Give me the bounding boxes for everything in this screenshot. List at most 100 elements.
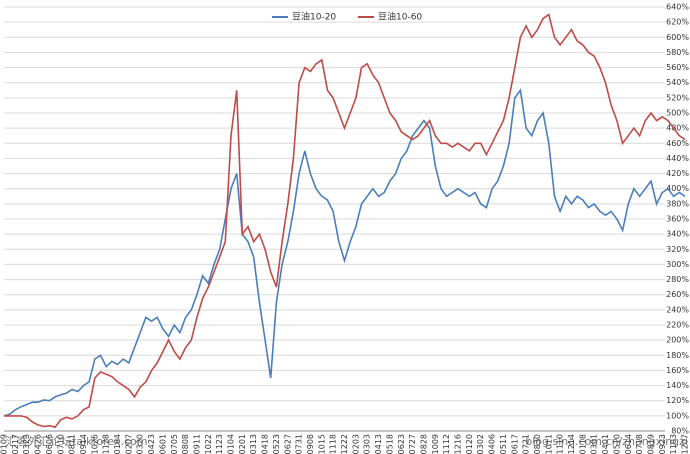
x-tick-label: 20110401	[601, 434, 610, 454]
y-tick-label: 560%	[666, 63, 689, 72]
y-tick-label: 180%	[666, 351, 689, 360]
y-tick-label: 80%	[671, 427, 689, 436]
x-tick-label: 20091216	[454, 434, 463, 454]
y-tick-label: 460%	[666, 139, 689, 148]
x-tick-label: 20111207	[681, 434, 690, 454]
y-tick-label: 120%	[666, 396, 689, 405]
x-tick-label: 20110510	[612, 434, 621, 454]
y-tick-label: 600%	[666, 33, 689, 42]
x-tick-label: 20070207	[124, 434, 133, 454]
x-tick-label: 20090413	[374, 434, 383, 454]
x-tick-label: 20100830	[533, 434, 542, 454]
watermark: 汇客外汇论坛talkforex.com	[6, 434, 147, 448]
x-tick-label: 20081015	[317, 434, 326, 454]
x-tick-label: 20060109	[0, 434, 9, 454]
y-tick-label: 280%	[666, 275, 689, 284]
y-tick-label: 440%	[666, 154, 689, 163]
x-tick-label: 20060217	[11, 434, 20, 454]
lines	[3, 13, 686, 429]
grid: 80% 100% 120% 140% 160% 180% 200% 220% 240% 260% 2…	[0, 3, 690, 454]
x-tick-label: 20090623	[397, 434, 406, 454]
x-tick-label: 20081118	[329, 434, 338, 454]
x-tick-label: 20080523	[272, 434, 281, 454]
series-line	[4, 13, 686, 429]
x-tick-label: 20090203	[351, 434, 360, 454]
x-tick-label: 20110118	[578, 434, 587, 454]
y-tick-label: 540%	[666, 78, 689, 87]
x-tick-label: 20100302	[476, 434, 485, 454]
y-tick-label: 400%	[666, 184, 689, 193]
x-tick-label: 20070320	[136, 434, 145, 454]
x-tick-label: 20080731	[295, 434, 304, 454]
x-tick-label: 20100406	[488, 434, 497, 454]
x-tick-label: 20110614	[624, 434, 633, 454]
y-tick-label: 520%	[666, 93, 689, 102]
x-tick-label: 20101110	[556, 434, 565, 454]
x-tick-label: 20091009	[431, 434, 440, 454]
x-tick-label: 20100511	[499, 434, 508, 454]
y-tick-label: 140%	[666, 381, 689, 390]
legend: 豆油10-20 豆油10-60	[272, 11, 422, 23]
series-line	[3, 88, 686, 417]
watermark: blog.sina.com.cn/zhangxingzi	[525, 435, 688, 448]
x-tick-label: 20090828	[419, 434, 428, 454]
x-tick-label: 20071022	[204, 434, 213, 454]
y-tick-label: 160%	[666, 366, 689, 375]
x-tick-label: 20070911	[192, 434, 201, 454]
y-tick-label: 240%	[666, 305, 689, 314]
y-tick-label: 620%	[666, 18, 689, 27]
x-tick-label: 20100721	[522, 434, 531, 454]
x-tick-label: 20100120	[465, 434, 474, 454]
y-tick-label: 640%	[666, 3, 689, 12]
x-tick-label: 20080201	[238, 434, 247, 454]
y-tick-label: 340%	[666, 230, 689, 239]
x-tick-label: 20060914	[79, 434, 88, 454]
y-tick-label: 420%	[666, 169, 689, 178]
x-tick-label: 20100617	[510, 434, 519, 454]
x-tick-label: 20080627	[283, 434, 292, 454]
x-tick-label: 20101011	[544, 434, 553, 454]
y-tick-label: 360%	[666, 215, 689, 224]
y-tick-label: 100%	[666, 411, 689, 420]
x-tick-label: 20060323	[22, 434, 31, 454]
x-tick-label: 20070104	[113, 434, 122, 454]
x-tick-label: 20110301	[590, 434, 599, 454]
x-tick-label: 20101214	[567, 434, 576, 454]
x-tick-label: 20110718	[635, 434, 644, 454]
x-tick-label: 20090518	[385, 434, 394, 454]
x-tick-label: 20070423	[147, 434, 156, 454]
x-tick-label: 20111103	[669, 434, 678, 454]
y-tick-label: 200%	[666, 336, 689, 345]
x-tick-label: 20080908	[306, 434, 315, 454]
x-tick-label: 20091112	[442, 434, 451, 454]
y-tick-label: 260%	[666, 290, 689, 299]
x-tick-label: 20090727	[408, 434, 417, 454]
x-tick-label: 20060710	[56, 434, 65, 454]
y-tick-label: 580%	[666, 48, 689, 57]
x-tick-label: 20070601	[158, 434, 167, 454]
y-tick-label: 300%	[666, 260, 689, 269]
x-tick-label: 20070705	[170, 434, 179, 454]
y-tick-label: 320%	[666, 245, 689, 254]
y-tick-label: 480%	[666, 124, 689, 133]
x-tick-label: 20070808	[181, 434, 190, 454]
x-tick-label: 20110819	[646, 434, 655, 454]
x-tick-label: 20090303	[363, 434, 372, 454]
x-tick-label: 20061128	[102, 434, 111, 454]
legend-label: 豆油10-60	[378, 11, 422, 23]
x-tick-label: 20060811	[68, 434, 77, 454]
x-tick-label: 20081222	[340, 434, 349, 454]
x-tick-label: 20060606	[45, 434, 54, 454]
y-tick-label: 220%	[666, 321, 689, 330]
x-tick-label: 20061025	[90, 434, 99, 454]
legend-label: 豆油10-20	[292, 11, 336, 23]
y-tick-label: 380%	[666, 199, 689, 208]
x-tick-label: 20110923	[658, 434, 667, 454]
x-tick-label: 20080313	[249, 434, 258, 454]
x-tick-label: 20080418	[261, 434, 270, 454]
x-tick-label: 20071123	[215, 434, 224, 454]
y-tick-label: 500%	[666, 109, 689, 118]
x-tick-label: 20080104	[227, 434, 236, 454]
x-tick-label: 20060426	[34, 434, 43, 454]
